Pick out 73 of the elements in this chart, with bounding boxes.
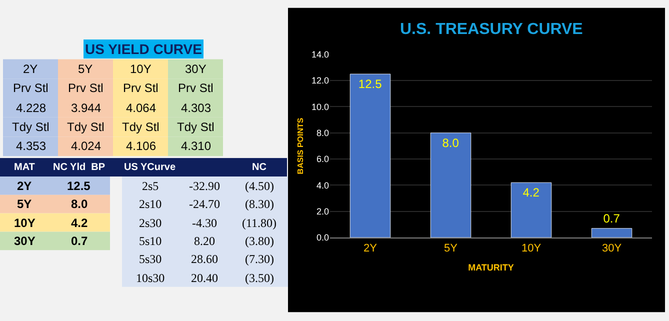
data-label: 0.7 — [603, 211, 620, 226]
category-label: MAT — [14, 162, 35, 173]
text: 8.20 — [194, 234, 215, 248]
text: (3.80) — [245, 234, 274, 248]
y-tick-label: 14.0 — [311, 50, 329, 60]
bar — [510, 182, 552, 238]
text: 12.5 — [67, 179, 90, 193]
text: 30Y — [185, 62, 206, 76]
text: 4.228 — [16, 101, 46, 115]
y-axis-title: BASIS POINTS — [296, 117, 306, 174]
text: 4.064 — [126, 101, 156, 115]
text: 2Y — [17, 179, 32, 193]
x-axis-title: MATURITY — [468, 262, 514, 273]
text: 2s30 — [139, 216, 162, 230]
text: 4.310 — [181, 139, 212, 153]
x-tick-label: 10Y — [521, 242, 542, 255]
text: 4.106 — [126, 139, 156, 153]
chart-title: U.S. TREASURY CURVE — [400, 21, 584, 38]
data-label: 8.0 — [442, 136, 460, 150]
category-label: NC Yld BP — [53, 162, 106, 173]
text: US YIELD CURVE — [85, 41, 202, 57]
text: (8.30) — [245, 197, 274, 211]
text: 20.40 — [191, 271, 218, 285]
text: 10s30 — [136, 271, 165, 285]
y-tick-label: 0.0 — [316, 232, 329, 243]
text: Tdy Stl — [12, 120, 50, 134]
text: -32.90 — [189, 179, 220, 193]
text: 4.2 — [71, 216, 88, 230]
text: (4.50) — [245, 179, 274, 193]
text: Prv Stl — [68, 81, 104, 95]
text: (11.80) — [242, 216, 277, 230]
text: 2Y — [23, 62, 38, 76]
data-label: 4.2 — [522, 186, 540, 200]
text: 5s30 — [139, 252, 162, 266]
y-tick-label: 6.0 — [316, 154, 329, 164]
text: Tdy Stl — [67, 120, 104, 134]
text: (7.30) — [245, 252, 274, 266]
text: 5Y — [78, 62, 93, 76]
text: Prv Stl — [123, 81, 158, 95]
bar — [591, 228, 632, 238]
text: 10Y — [14, 216, 36, 230]
y-tick-label: 12.0 — [311, 76, 329, 86]
text: (3.50) — [245, 271, 274, 285]
y-tick-label: 4.0 — [316, 180, 329, 190]
x-tick-label: 5Y — [444, 242, 458, 255]
category-label: NC — [252, 162, 266, 173]
text: Prv Stl — [13, 81, 48, 95]
text: Prv Stl — [178, 81, 214, 95]
text: 0.7 — [71, 234, 88, 248]
category-label: US YCurve — [124, 162, 176, 173]
text: 5Y — [17, 197, 32, 211]
text: Tdy Stl — [122, 120, 160, 134]
text: -4.30 — [192, 216, 217, 230]
text: 3.944 — [71, 101, 102, 115]
text: -24.70 — [189, 197, 220, 211]
x-tick-label: 30Y — [602, 242, 622, 255]
text: 4.024 — [71, 139, 102, 153]
text: 4.303 — [181, 101, 212, 115]
text: 5s10 — [139, 234, 162, 248]
y-tick-label: 2.0 — [316, 206, 329, 217]
data-label: 12.5 — [358, 77, 382, 92]
text: Tdy Stl — [177, 120, 214, 134]
bar — [430, 132, 472, 238]
text: 10Y — [130, 62, 152, 76]
text: 2s10 — [139, 197, 162, 211]
text: 4.353 — [16, 139, 46, 153]
x-tick-label: 2Y — [364, 242, 378, 255]
text: 2s5 — [142, 179, 159, 193]
y-tick-label: 8.0 — [316, 128, 329, 138]
text: 8.0 — [71, 197, 88, 211]
text: 28.60 — [191, 252, 218, 266]
bar — [350, 74, 391, 238]
y-tick-label: 10.0 — [311, 102, 329, 112]
